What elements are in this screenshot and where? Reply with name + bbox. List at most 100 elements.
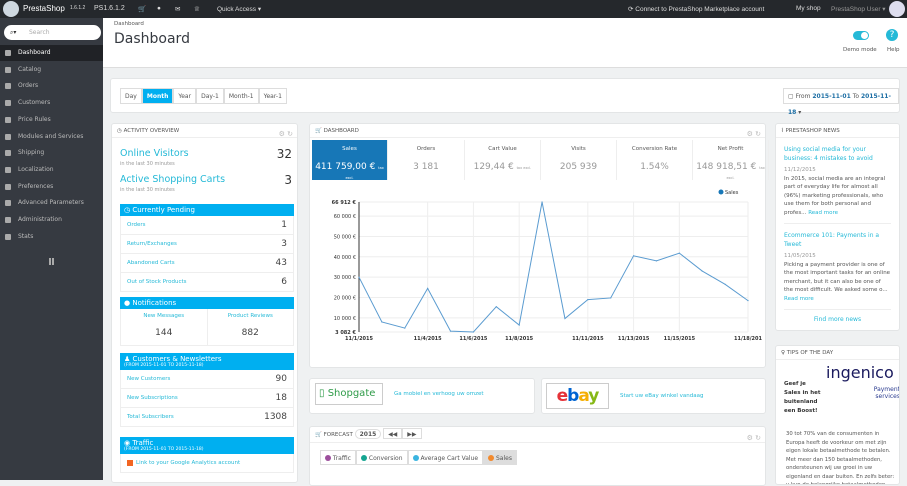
list-item[interactable]: Return/Exchanges 3 — [120, 235, 294, 254]
legend-swatch[interactable] — [718, 189, 724, 195]
kpi-visits[interactable]: Visits 205 939 — [541, 140, 617, 180]
sidebar-item-administration[interactable]: Administration — [0, 212, 103, 228]
forecast-tab-traffic[interactable]: Traffic — [320, 450, 356, 465]
list-item[interactable]: Orders 1 — [120, 216, 294, 235]
sidebar-item-modules-and-services[interactable]: Modules and Services — [0, 129, 103, 145]
read-more-link[interactable]: Read more — [808, 209, 839, 216]
quick-access-menu[interactable]: Quick Access ▾ — [217, 6, 262, 13]
user-menu[interactable]: PrestaShop User ▾ — [831, 6, 886, 13]
sidebar-item-stats[interactable]: Stats — [0, 229, 103, 245]
row-label[interactable]: Abandoned Carts — [127, 260, 175, 266]
config-icon[interactable]: ⚙ — [746, 130, 753, 138]
shopgate-logo[interactable]: ▯ Shopgate — [315, 383, 383, 405]
period-month[interactable]: Month — [141, 88, 174, 104]
refresh-icon[interactable]: ↻ — [755, 130, 761, 138]
refresh-icon[interactable]: ↻ — [755, 434, 761, 442]
panel-title: Tips of the day — [786, 350, 834, 356]
gear-icon — [5, 217, 11, 223]
google-analytics-link[interactable]: Link to your Google Analytics account — [136, 460, 241, 466]
ebay-logo[interactable]: ebay — [546, 383, 609, 409]
period-year[interactable]: Year — [173, 88, 197, 104]
shopgate-link[interactable]: Ga mobiel en verhoog uw omzet — [394, 391, 484, 397]
sidebar-item-orders[interactable]: Orders — [0, 78, 103, 94]
my-shop-link[interactable]: My shop — [796, 5, 821, 12]
logo-icon[interactable] — [3, 1, 19, 17]
date-range-picker[interactable]: ▢ From 2015-11-01 To 2015-11-18 ▾ — [783, 88, 899, 116]
kpi-conversion-rate[interactable]: Conversion Rate 1.54% — [617, 140, 693, 180]
sidebar-item-catalog[interactable]: Catalog — [0, 62, 103, 78]
forecast-tab-average-cart-value[interactable]: Average Cart Value — [407, 450, 484, 465]
trophy-icon[interactable]: ♕ — [194, 6, 200, 13]
panel-heading: 🛒 Dashboard ⚙ ↻ — [310, 124, 765, 138]
search-icon[interactable]: ⌕▾ — [10, 29, 17, 36]
read-more-link[interactable]: Read more — [784, 295, 814, 302]
sidebar-item-customers[interactable]: Customers — [0, 95, 103, 111]
marketplace-link[interactable]: ⟳ Connect to PrestaShop Marketplace acco… — [628, 6, 765, 13]
x-tick-label: 11/8/2015 — [505, 336, 534, 342]
row-label[interactable]: Return/Exchanges — [127, 241, 177, 247]
kpi-value: 1.54% — [640, 162, 669, 172]
new-messages[interactable]: New Messages 144 — [121, 309, 208, 345]
kpi-net-profit[interactable]: Net Profit 148 918,51 € tax excl. — [693, 140, 769, 180]
period-month-1[interactable]: Month-1 — [223, 88, 259, 104]
sidebar-item-shipping[interactable]: Shipping — [0, 145, 103, 161]
cart-icon[interactable]: 🛒 — [138, 6, 147, 13]
mail-icon[interactable]: ✉ — [175, 6, 181, 13]
find-more-news-link[interactable]: Find more news — [813, 316, 862, 323]
demo-mode-toggle[interactable] — [853, 31, 869, 40]
previous-year-button[interactable]: ◀◀ — [383, 428, 403, 439]
list-item[interactable]: New Subscriptions 18 — [120, 389, 294, 408]
help-icon[interactable]: ? — [886, 29, 898, 41]
forecast-tab-conversion[interactable]: Conversion — [355, 450, 408, 465]
list-item[interactable]: Total Subscribers 1308 — [120, 408, 294, 427]
period-day-1[interactable]: Day-1 — [196, 88, 224, 104]
sidebar-item-preferences[interactable]: Preferences — [0, 179, 103, 195]
list-item[interactable]: Abandoned Carts 43 — [120, 254, 294, 273]
search-input[interactable]: ⌕▾ Search — [4, 25, 101, 40]
news-title-link[interactable]: Ecommerce 101: Payments in a Tweet — [784, 232, 880, 248]
panel-title: Activity overview — [123, 128, 180, 134]
quick-access-label: Quick Access — [217, 6, 257, 13]
active-carts-link[interactable]: Active Shopping Carts — [120, 174, 226, 185]
kpi-cart-value[interactable]: Cart Value 129,44 € tax excl. — [465, 140, 541, 180]
list-item[interactable]: Out of Stock Products 6 — [120, 273, 294, 292]
forecast-tab-sales[interactable]: Sales — [483, 450, 517, 465]
legend-label[interactable]: Sales — [725, 190, 739, 196]
news-title-link[interactable]: Using social media for your business: 4 … — [784, 146, 873, 162]
legend-dot-icon — [325, 455, 331, 461]
product-reviews[interactable]: Product Reviews 882 — [208, 309, 294, 345]
config-icon[interactable]: ⚙ — [746, 434, 753, 442]
kpi-sales[interactable]: Sales 411 759,00 € tax excl. — [312, 140, 388, 180]
kpi-value: 129,44 € — [473, 162, 514, 172]
row-label[interactable]: Orders — [127, 222, 146, 228]
product-reviews-value: 882 — [241, 328, 259, 338]
period-day[interactable]: Day — [120, 88, 142, 104]
period-year-1[interactable]: Year-1 — [258, 88, 287, 104]
brand[interactable]: PrestaShop — [23, 4, 65, 13]
ebay-link[interactable]: Start uw eBay winkel vandaag — [620, 393, 704, 399]
breadcrumb[interactable]: Dashboard — [114, 21, 144, 27]
kpi-orders[interactable]: Orders 3 181 — [388, 140, 465, 180]
sidebar-item-dashboard[interactable]: Dashboard — [0, 45, 105, 61]
row-label[interactable]: New Customers — [127, 376, 171, 382]
customers-heading: ♟ Customers & Newsletters (FROM 2015-11-0… — [120, 353, 294, 370]
refresh-icon[interactable]: ↻ — [287, 130, 293, 138]
sidebar-item-localization[interactable]: Localization — [0, 162, 103, 178]
user-icon[interactable]: ● — [157, 5, 161, 12]
next-year-button[interactable]: ▶▶ — [402, 428, 422, 439]
row-label[interactable]: New Subscriptions — [127, 395, 178, 401]
sidebar-item-label: Localization — [18, 165, 54, 173]
dashboard-icon — [5, 50, 11, 56]
help-label[interactable]: Help — [887, 47, 900, 53]
config-icon[interactable]: ⚙ — [278, 130, 285, 138]
list-item[interactable]: New Customers 90 — [120, 370, 294, 389]
sidebar-item-advanced-parameters[interactable]: Advanced Parameters — [0, 195, 103, 211]
collapse-sidebar-icon[interactable] — [49, 258, 54, 265]
online-visitors-link[interactable]: Online Visitors — [120, 148, 189, 159]
avatar[interactable] — [889, 1, 905, 17]
row-label[interactable]: Total Subscribers — [127, 414, 174, 420]
to-date: 2015-11-18 — [788, 93, 891, 116]
traffic-heading: ◉ Traffic (FROM 2015-11-01 TO 2015-11-18) — [120, 437, 294, 454]
row-label[interactable]: Out of Stock Products — [127, 279, 187, 285]
sidebar-item-price-rules[interactable]: Price Rules — [0, 112, 103, 128]
